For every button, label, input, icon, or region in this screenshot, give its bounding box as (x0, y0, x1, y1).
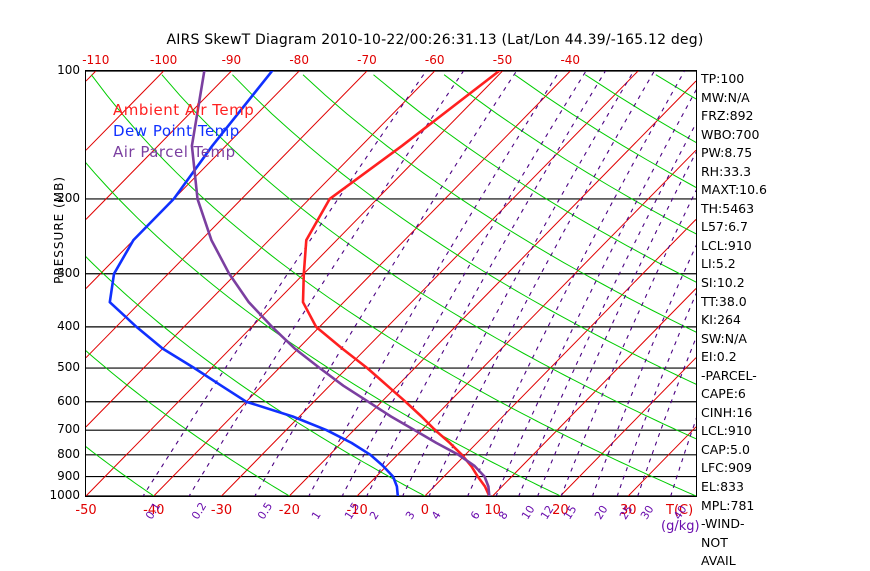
mixing-ratio-tick-30: 30 (637, 503, 657, 522)
stat-ki: KI:264 (701, 312, 741, 328)
top-temp-tick--70: -70 (357, 53, 377, 67)
legend-air-parcel-temp: Air Parcel Temp (113, 143, 236, 161)
pressure-tick-500: 500 (57, 360, 80, 375)
pressure-tick-400: 400 (57, 318, 80, 333)
top-temp-tick--100: -100 (149, 53, 178, 67)
page-title: AIRS SkewT Diagram 2010-10-22/00:26:31.1… (166, 32, 704, 48)
mixing-ratio-tick-12: 12 (537, 503, 557, 522)
stat-frz: FRZ:892 (701, 108, 754, 124)
mixing-ratio-axis: 0.1 0.2 0.5 1 1.5 2 3 4 6 8 10 12 15 20 25 30 40 (g/kg) (0, 500, 870, 545)
bottom-temp-tick-0: 0 (420, 503, 430, 518)
mixing-ratio-tick-1: 1 (308, 509, 324, 522)
bottom-temp-tick--40: -40 (143, 503, 165, 518)
stat-ei: EI:0.2 (701, 349, 737, 365)
mixing-ratio-tick-15: 15 (561, 503, 580, 522)
mixing-ratio-tick-20: 20 (592, 503, 611, 522)
bottom-temp-tick--50: -50 (75, 503, 97, 518)
stat-wbo: WBO:700 (701, 126, 760, 142)
stat-lcl: LCL:910 (701, 423, 752, 439)
pressure-tick-1000: 1000 (49, 488, 80, 502)
mixing-ratio-tick-6: 6 (467, 509, 483, 522)
pressure-tick-900: 900 (57, 468, 80, 483)
pressure-tick-200: 200 (57, 190, 80, 205)
bottom-temp-tick--10: -10 (346, 503, 368, 518)
stat-pw: PW:8.75 (701, 145, 753, 161)
bottom-temp-tick--30: -30 (210, 503, 233, 518)
pressure-axis-title: PRESSURE (MB) (52, 176, 66, 284)
top-temp-tick--110: -110 (82, 53, 110, 67)
sounding-statistics-panel: TP:100 MW:N/A FRZ:892 WBO:700 PW:8.75 RH:33.3… (701, 70, 866, 571)
mixing-ratio-axis-title: (g/kg) (661, 519, 700, 534)
stat-wind-1: NOT (701, 534, 728, 550)
legend-dew-point-temp: Dew Point Temp (113, 122, 240, 140)
stat-parcel-header: -PARCEL- (701, 367, 757, 383)
top-temp-tick--80: -80 (289, 53, 309, 67)
mixing-ratio-tick-8: 8 (496, 509, 511, 522)
stat-cape: CAPE:6 (701, 386, 746, 402)
stat-el: EL:833 (701, 479, 744, 495)
mixing-ratio-tick-2: 2 (366, 509, 382, 522)
top-temp-tick--90: -90 (221, 53, 242, 67)
bottom-temp-tick-30: 30 (619, 503, 637, 518)
stat-si: SI:10.2 (701, 275, 745, 291)
stat-tp: TP:100 (701, 71, 745, 86)
stat-mpl: MPL:781 (701, 497, 755, 513)
stat-wind-header: -WIND- (701, 516, 745, 532)
bottom-temp-tick-20: 20 (552, 503, 569, 518)
top-temp-tick--60: -60 (424, 53, 445, 67)
stat-cap: CAP:5.0 (701, 441, 750, 457)
mixing-ratio-tick-3: 3 (402, 509, 418, 522)
mixing-ratio-tick-10: 10 (518, 503, 538, 522)
skewt-plot-area (85, 70, 697, 497)
stat-rh: RH:33.3 (701, 163, 752, 179)
bottom-temp-tick--20: -20 (278, 503, 300, 518)
stat-lcl: LCL:910 (701, 237, 752, 253)
pressure-axis: 100 200 300 400 500 600 700 800 900 1000 (20, 63, 80, 502)
stat-lfc: LFC:909 (701, 460, 752, 476)
mixing-ratio-tick-4: 4 (429, 509, 444, 522)
top-temp-tick--50: -50 (492, 53, 513, 67)
pressure-tick-100: 100 (57, 63, 80, 77)
skewt-plot-svg (86, 71, 696, 496)
stat-sw: SW:N/A (701, 330, 747, 346)
legend-ambient-air-temp: Ambient Air Temp (113, 101, 255, 119)
temperature-axis-title: T(C) (666, 503, 694, 518)
mixing-ratio-tick-25: 25 (617, 503, 636, 522)
pressure-tick-600: 600 (57, 393, 80, 408)
stat-li: LI:5.2 (701, 256, 736, 272)
stat-wind-2: AVAIL (701, 553, 736, 569)
stat-tt: TT:38.0 (701, 293, 747, 309)
stat-th: TH:5463 (701, 200, 755, 216)
top-temperature-axis: -110 -100 -90 -80 -70 -60 -50 -40 (0, 53, 870, 69)
stat-l57: L57:6.7 (701, 219, 748, 235)
top-temp-tick--40: -40 (560, 53, 581, 67)
bottom-temp-tick-10: 10 (484, 503, 501, 518)
legend: Ambient Air Temp Dew Point Temp Air Parc… (113, 100, 254, 163)
stat-maxt: MAXT:10.6 (701, 182, 767, 198)
bottom-temperature-axis: -50 -40 -30 -20 -10 0 10 20 30 T(C) (0, 503, 870, 523)
stat-cinh: CINH:16 (701, 404, 753, 420)
stat-mw: MW:N/A (701, 89, 750, 105)
pressure-tick-300: 300 (57, 265, 80, 280)
pressure-tick-800: 800 (57, 446, 80, 461)
pressure-tick-700: 700 (57, 422, 80, 437)
